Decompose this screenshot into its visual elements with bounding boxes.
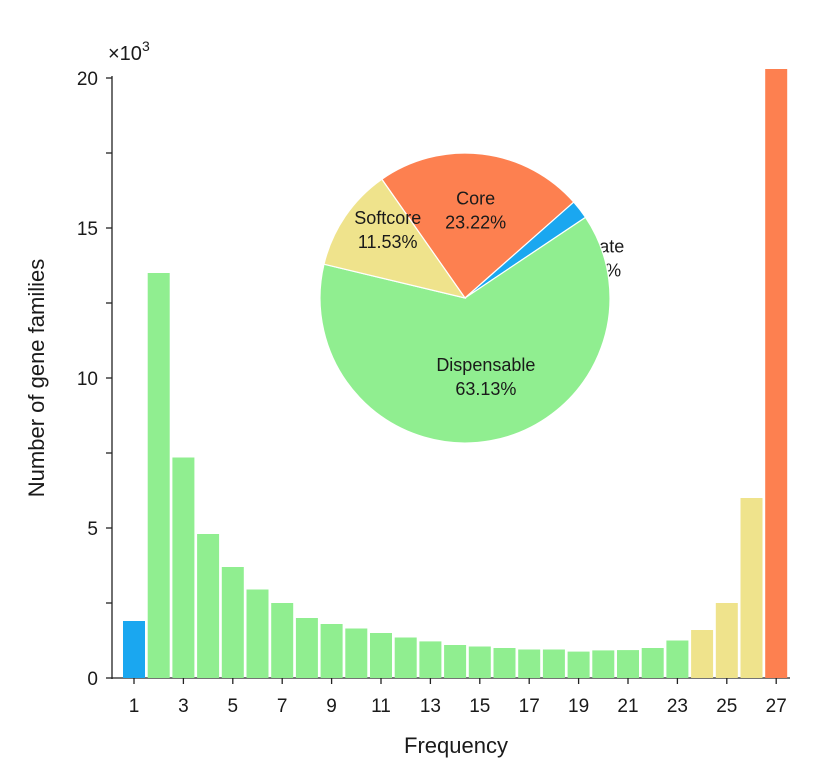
x-tick-label: 5	[228, 696, 239, 717]
bar-24	[691, 630, 714, 678]
y-tick-label: 20	[77, 69, 98, 90]
bar-4	[197, 534, 220, 678]
bar-6	[246, 589, 269, 678]
pie-label-name: Softcore	[354, 208, 421, 228]
x-tick-label: 23	[667, 696, 688, 717]
y-axis-title: Number of gene families	[24, 259, 49, 497]
y-tick-label: 5	[87, 519, 98, 540]
bar-12	[394, 637, 417, 678]
pie-label-name: Core	[456, 189, 495, 209]
bar-14	[444, 645, 467, 678]
bars	[123, 69, 788, 678]
bar-7	[271, 603, 294, 678]
y-multiplier-exponent: 3	[142, 38, 150, 54]
x-tick-label: 17	[519, 696, 540, 717]
pie-label-name: Dispensable	[436, 355, 535, 375]
x-tick-label: 11	[371, 696, 391, 717]
y-tick-label: 10	[77, 369, 98, 390]
pie-chart: Core23.22%Private2.11%Dispensable63.13%S…	[319, 152, 624, 444]
y-tick-label: 0	[87, 669, 98, 690]
y-multiplier-base: ×10	[108, 43, 142, 65]
x-axis-title: Frequency	[404, 733, 508, 758]
pie-label-percent: 11.53%	[358, 232, 418, 252]
bar-17	[518, 649, 541, 678]
pie-slice-dispensable	[319, 216, 611, 444]
y-tick-label: 15	[77, 219, 98, 240]
x-tick-label: 27	[766, 696, 787, 717]
x-tick-label: 25	[716, 696, 737, 717]
x-tick-label: 3	[178, 696, 189, 717]
bar-23	[666, 640, 689, 678]
bar-1	[123, 621, 145, 678]
bar-18	[542, 649, 565, 678]
x-tick-label: 9	[326, 696, 337, 717]
pie-slice-core	[380, 152, 575, 299]
bar-19	[567, 651, 590, 678]
bar-22	[641, 648, 664, 678]
bar-9	[320, 624, 343, 678]
pie-label-percent: 63.13%	[455, 379, 516, 399]
x-tick-label: 1	[129, 696, 140, 717]
bar-11	[370, 633, 392, 678]
bar-3	[172, 457, 195, 678]
x-tick-label: 7	[277, 696, 288, 717]
y-multiplier: ×103	[108, 38, 150, 65]
x-tick-label: 13	[420, 696, 441, 717]
bar-8	[295, 618, 318, 678]
bar-27	[765, 69, 788, 678]
bar-15	[468, 646, 491, 678]
pie-slice-softcore	[323, 178, 467, 299]
x-tick-label: 21	[617, 696, 638, 717]
x-tick-label: 19	[568, 696, 589, 717]
bar-5	[221, 567, 244, 678]
bar-25	[715, 603, 738, 678]
x-tick-label: 15	[469, 696, 490, 717]
pie-label-percent: 23.22%	[445, 213, 506, 233]
bar-2	[147, 273, 170, 678]
bar-21	[617, 650, 639, 678]
bar-13	[419, 641, 442, 678]
bar-20	[592, 650, 615, 678]
bar-16	[493, 648, 516, 678]
bar-26	[740, 498, 763, 678]
bar-10	[345, 628, 368, 678]
